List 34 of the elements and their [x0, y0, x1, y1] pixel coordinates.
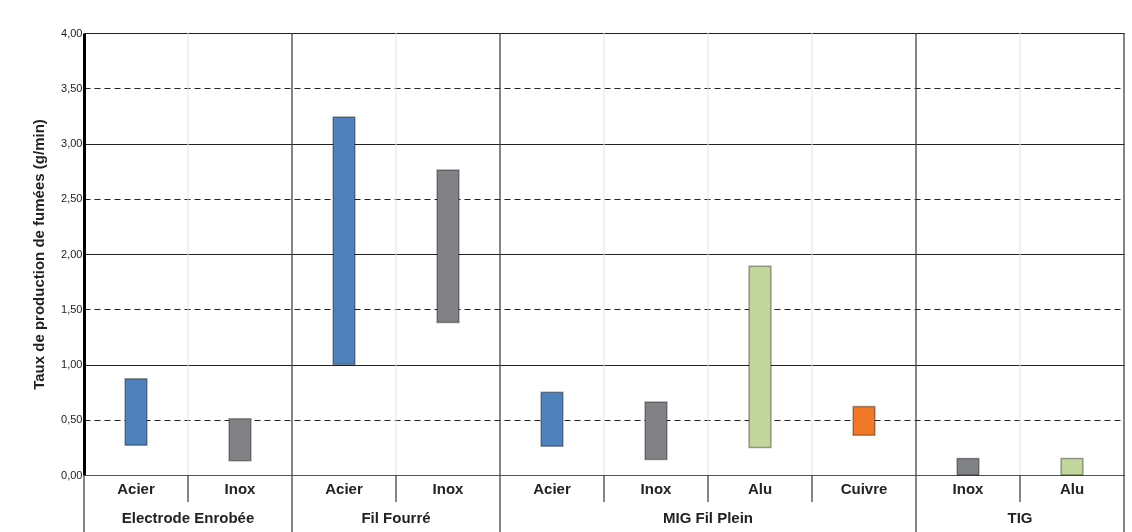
bar: [956, 457, 980, 476]
y-tick-label: 0,50: [61, 413, 83, 426]
x-tick-label: Acier: [117, 479, 155, 497]
x-tick-label: Inox: [224, 479, 257, 497]
x-tick-label: Inox: [432, 479, 465, 497]
bar: [124, 378, 148, 446]
y-tick-label: 3,50: [61, 81, 83, 94]
y-tick-label: 4,00: [61, 26, 83, 39]
y-tick-label: 1,00: [61, 358, 83, 370]
x-tick-label: Inox: [640, 479, 673, 497]
y-tick-label: 3,00: [61, 137, 83, 149]
x-tick-label: Inox: [952, 479, 985, 497]
y-tick-label: 0,00: [61, 468, 83, 481]
bar: [436, 169, 460, 324]
x-tick-label: Alu: [1059, 479, 1085, 497]
y-tick-label: 1,50: [61, 302, 83, 315]
x-tick-label: Cuivre: [840, 479, 888, 497]
text: Fil Fourré: [361, 509, 431, 526]
bar: [540, 391, 564, 448]
y-tick-label: 2,00: [61, 247, 83, 260]
bar: [644, 401, 668, 461]
bar: [1060, 457, 1084, 476]
bar: [852, 405, 876, 436]
bar: [228, 417, 252, 462]
x-tick-label: Acier: [533, 479, 571, 497]
text: Electrode Enrobée: [121, 509, 255, 526]
x-tick-label: Acier: [325, 479, 363, 497]
x-tick-label: Alu: [747, 479, 773, 497]
bar: [332, 116, 356, 366]
bar: [748, 265, 772, 449]
y-tick-label: 2,50: [61, 192, 83, 205]
text: MIG Fil Plein: [662, 509, 754, 526]
text: TIG: [1007, 509, 1033, 526]
y-axis-title: Taux de production de fumées (g/min): [30, 119, 48, 390]
